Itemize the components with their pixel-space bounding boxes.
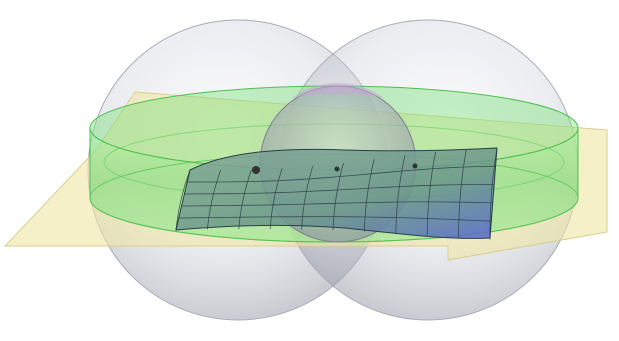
surface-grid-line: [181, 201, 493, 207]
center-sphere-cap: [292, 82, 384, 98]
surface-grid-line: [301, 166, 314, 230]
surface-grid-line: [184, 184, 495, 195]
surface-grid-line: [426, 151, 436, 236]
surface-grid-line: [395, 155, 406, 234]
marked-point: [252, 166, 260, 174]
marked-point: [412, 163, 418, 169]
surface-grid-line: [458, 149, 467, 238]
surface-grid-line: [187, 165, 496, 183]
marked-point: [334, 166, 340, 172]
surface-grid-line: [175, 169, 191, 231]
curved-surface: [175, 147, 498, 240]
surface-grid-line: [207, 169, 222, 230]
surface-grid-line: [269, 168, 283, 230]
surface-grid-line: [178, 216, 492, 222]
surface-grid-line: [238, 169, 252, 230]
surface-grid-line: [332, 162, 344, 231]
surface-grid-line: [364, 159, 375, 232]
surface-grid-line: [489, 147, 498, 240]
